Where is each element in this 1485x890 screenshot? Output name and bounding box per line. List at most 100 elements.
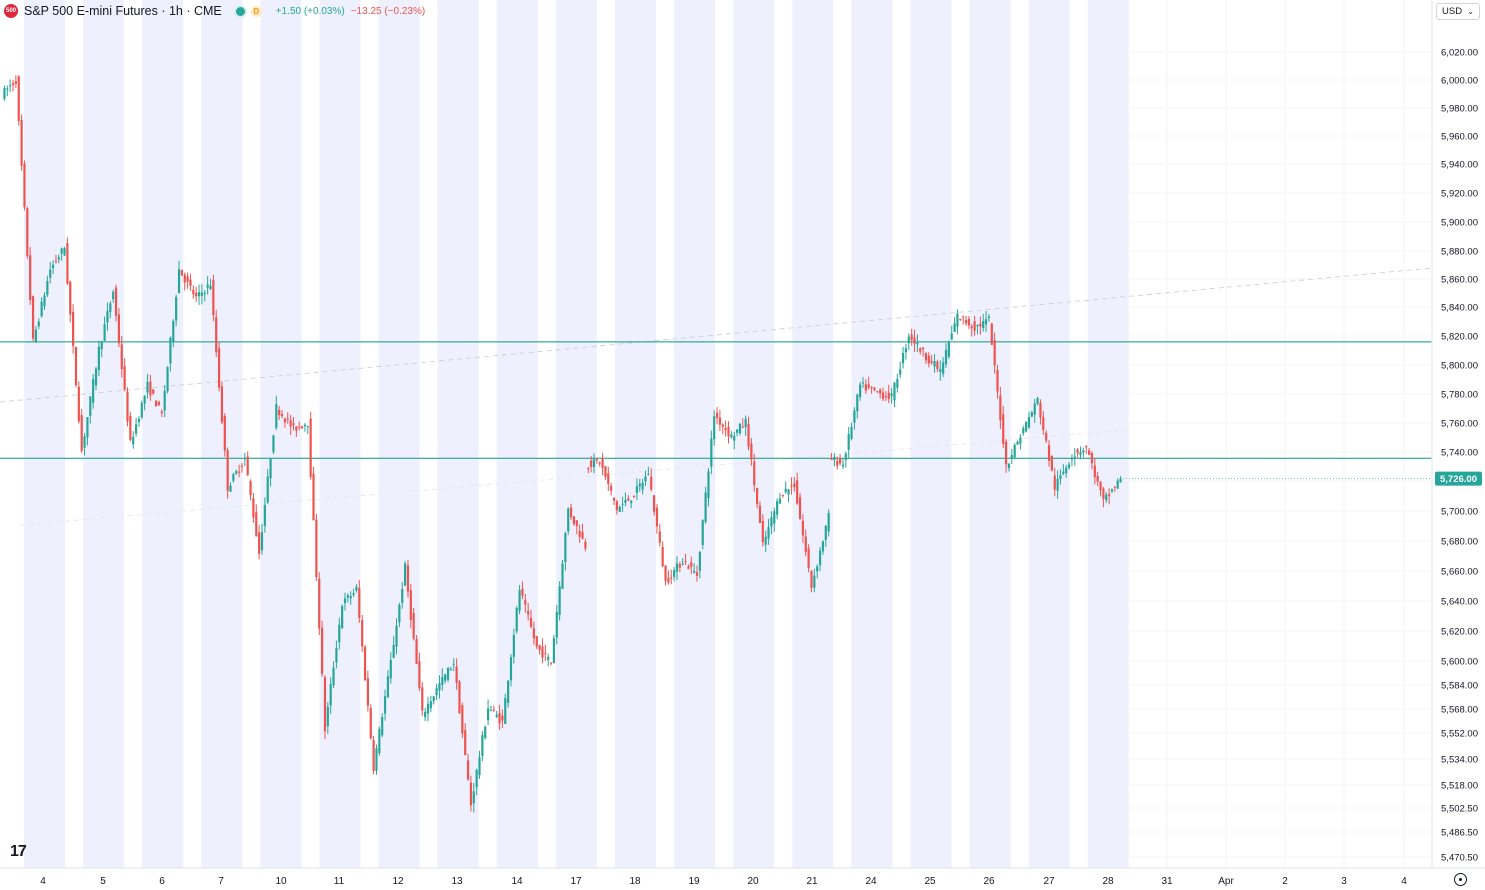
candle-body: [1067, 464, 1071, 468]
candle-body: [698, 552, 701, 571]
horizontal-lines: [0, 341, 1432, 459]
change-negative: −13.25 (−0.23%): [350, 5, 426, 17]
session-band: [201, 0, 243, 868]
candle-body: [939, 368, 942, 373]
price-tick-label: 5,840.00: [1441, 303, 1478, 314]
market-status-icon[interactable]: [235, 6, 245, 16]
delayed-data-icon[interactable]: D: [250, 5, 262, 17]
candle-body: [1070, 458, 1074, 460]
last-price-text: 5,726.00: [1440, 474, 1477, 485]
candle-body: [269, 458, 272, 479]
candle-body: [861, 382, 865, 384]
candle-body: [392, 644, 395, 658]
candle-body: [652, 495, 656, 512]
candle-body: [947, 342, 950, 357]
candle-body: [1093, 465, 1096, 478]
candle-body: [444, 674, 447, 681]
candle-body: [458, 681, 461, 714]
time-tick-label: 19: [688, 876, 700, 887]
session-band: [142, 0, 184, 868]
candle-body: [355, 586, 358, 591]
candle-body: [346, 595, 349, 598]
candle-body: [398, 604, 401, 623]
candle-body: [1007, 463, 1011, 469]
candle-body: [77, 386, 80, 422]
candle-body: [1056, 478, 1059, 491]
candle-body: [647, 474, 650, 476]
time-tick-label: 20: [747, 876, 759, 887]
currency-selector[interactable]: USD ⌄: [1436, 3, 1480, 20]
candle-body: [403, 563, 407, 586]
candle-body: [378, 728, 381, 754]
gear-icon[interactable]: [1454, 873, 1467, 886]
candle-body: [859, 384, 862, 398]
candle-body: [386, 676, 390, 698]
price-tick-label: 5,660.00: [1441, 567, 1478, 578]
candle-body: [899, 369, 902, 375]
candle-body: [323, 677, 327, 732]
candle-body: [123, 366, 126, 390]
candle-body: [987, 316, 991, 319]
price-tick-label: 5,534.00: [1441, 755, 1478, 766]
candle-body: [1062, 471, 1065, 474]
candle-body: [149, 381, 152, 396]
candle-body: [996, 370, 999, 392]
candle-body: [876, 391, 879, 393]
candle-body: [778, 498, 782, 504]
candle-body: [944, 349, 948, 365]
candle-body: [661, 546, 664, 567]
candle-body: [584, 541, 587, 549]
candle-body: [100, 341, 103, 350]
candle-body: [157, 402, 161, 405]
candle-body: [258, 532, 261, 554]
candle-body: [601, 458, 604, 468]
session-band: [378, 0, 420, 868]
candle-body: [481, 735, 484, 757]
candle-body: [306, 425, 309, 427]
candle-body: [318, 578, 321, 629]
candle-body: [429, 701, 432, 709]
candle-body: [1027, 416, 1031, 428]
candle-body: [1073, 456, 1076, 458]
price-tick-label: 5,620.00: [1441, 627, 1478, 638]
symbol-title[interactable]: S&P 500 E-mini Futures · 1h · CME: [24, 4, 222, 18]
candle-body: [163, 391, 166, 411]
candle-body: [134, 424, 138, 434]
session-band: [851, 0, 893, 868]
candle-body: [43, 295, 46, 307]
candle-body: [933, 361, 936, 367]
candle-body: [361, 619, 364, 647]
candle-body: [856, 394, 859, 412]
candle-body: [252, 498, 255, 518]
candle-body: [990, 323, 993, 345]
candle-body: [69, 281, 72, 315]
session-band: [496, 0, 538, 868]
candle-body: [295, 426, 298, 431]
candle-body: [595, 459, 598, 461]
candle-body: [701, 520, 704, 546]
candle-body: [1116, 480, 1119, 489]
candle-body: [741, 426, 744, 428]
candle-body: [338, 624, 341, 643]
candle-body: [103, 324, 106, 341]
candle-body: [790, 485, 793, 487]
candle-body: [827, 512, 830, 532]
tradingview-logo-icon[interactable]: 17: [10, 843, 27, 860]
time-tick-label: 5: [100, 876, 106, 887]
candle-body: [821, 541, 825, 552]
candle-body: [1059, 475, 1062, 480]
candle-body: [884, 396, 887, 398]
candle-body: [54, 260, 58, 262]
symbol-logo-icon[interactable]: 500: [4, 4, 18, 18]
candle-body: [472, 791, 475, 804]
candle-body: [29, 255, 32, 301]
session-bands: [24, 0, 1129, 868]
candle-body: [492, 709, 495, 711]
candle-body: [993, 340, 996, 366]
candle-body: [890, 393, 893, 397]
candle-body: [693, 570, 696, 573]
candle-body: [650, 476, 653, 490]
price-tick-label: 5,600.00: [1441, 657, 1478, 668]
candle-body: [707, 471, 710, 499]
